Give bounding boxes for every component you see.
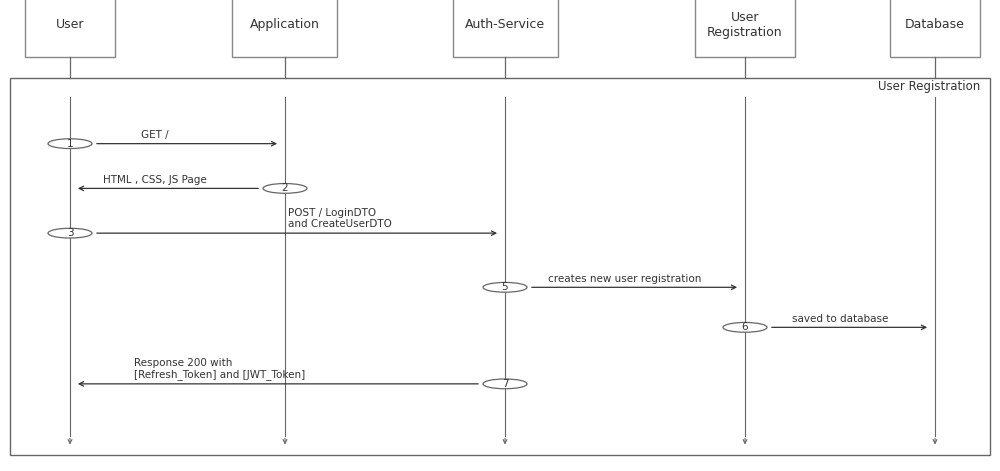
- Ellipse shape: [48, 139, 92, 148]
- Bar: [695, 0, 795, 57]
- Ellipse shape: [483, 379, 527, 389]
- Text: saved to database: saved to database: [792, 314, 888, 324]
- Text: Response 200 with
[Refresh_Token] and [JWT_Token]: Response 200 with [Refresh_Token] and [J…: [134, 357, 306, 380]
- Ellipse shape: [723, 323, 767, 332]
- Text: User
Registration: User Registration: [707, 11, 783, 39]
- Text: HTML , CSS, JS Page: HTML , CSS, JS Page: [103, 175, 207, 185]
- Text: POST / LoginDTO
and CreateUserDTO: POST / LoginDTO and CreateUserDTO: [288, 208, 392, 229]
- Text: GET /: GET /: [141, 130, 169, 140]
- Text: Auth-Service: Auth-Service: [465, 18, 545, 31]
- Text: Database: Database: [905, 18, 965, 31]
- Text: 3: 3: [67, 228, 73, 238]
- Text: 2: 2: [282, 183, 288, 194]
- Text: 5: 5: [502, 282, 508, 292]
- Text: User Registration: User Registration: [878, 80, 980, 93]
- Text: creates new user registration: creates new user registration: [548, 274, 702, 284]
- Ellipse shape: [48, 228, 92, 238]
- Bar: [10, 78, 990, 455]
- Bar: [232, 0, 337, 57]
- Bar: [25, 0, 115, 57]
- Ellipse shape: [263, 184, 307, 193]
- Bar: [890, 0, 980, 57]
- Text: 7: 7: [502, 379, 508, 389]
- Text: 6: 6: [742, 322, 748, 333]
- Bar: [452, 0, 558, 57]
- Text: User: User: [56, 18, 84, 31]
- Text: 1: 1: [67, 138, 73, 149]
- Text: Application: Application: [250, 18, 320, 31]
- Ellipse shape: [483, 283, 527, 292]
